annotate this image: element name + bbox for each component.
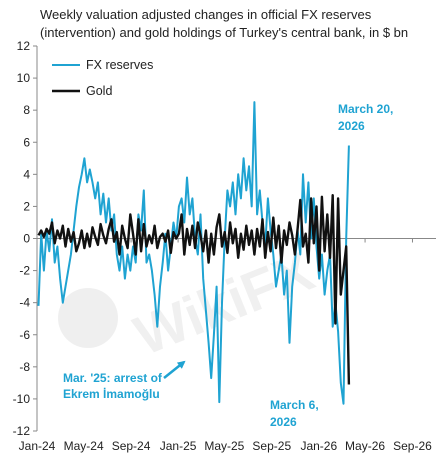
y-tick-label: 8: [23, 103, 30, 117]
x-tick-label: May-26: [345, 439, 385, 453]
y-tick-label: -2: [19, 264, 30, 278]
x-tick-label: May-25: [204, 439, 244, 453]
watermark-logo-icon: [58, 288, 118, 348]
series-layer: [37, 101, 351, 405]
annotation-imamoglu-line-1: Mar. '25: arrest of: [63, 371, 163, 385]
annotation-march-6-line-1: March 6,: [270, 398, 319, 412]
annotation-arrow: [163, 360, 186, 379]
annotation-imamoglu-line-2: Ekrem İmamoğlu: [63, 386, 160, 401]
annotation-march-20-line-1: March 20,: [338, 102, 393, 116]
legend: FX reserves Gold: [52, 58, 153, 98]
x-tick-label: May-24: [64, 439, 104, 453]
chart-title-line-1: Weekly valuation adjusted changes in off…: [40, 7, 372, 22]
legend-label-fx-reserves: FX reserves: [86, 58, 153, 72]
y-tick-label: 12: [17, 39, 31, 53]
annotation-march-6-line-2: 2026: [270, 415, 297, 429]
y-tick-label: 4: [23, 167, 30, 181]
y-tick-label: 2: [23, 199, 30, 213]
annotation-march-20-2026: March 20, 2026: [338, 102, 393, 133]
y-tick-label: -8: [19, 360, 30, 374]
y-tick-label: -10: [13, 392, 31, 406]
x-tick-label: Sep-26: [393, 439, 432, 453]
x-tick-label: Sep-25: [252, 439, 291, 453]
y-axis-ticks: -12 -10 -8 -6 -4 -2 0 2 4 6 8 10 12: [13, 39, 37, 438]
y-tick-label: -6: [19, 328, 30, 342]
y-tick-label: 0: [23, 232, 30, 246]
x-tick-label: Jan-26: [300, 439, 337, 453]
y-tick-label: 10: [17, 71, 31, 85]
annotation-imamoglu-arrest: Mar. '25: arrest of Ekrem İmamoğlu: [63, 360, 186, 401]
x-tick-label: Sep-24: [112, 439, 151, 453]
series-line-gold: [37, 194, 351, 385]
legend-label-gold: Gold: [86, 84, 112, 98]
x-tick-label: Jan-25: [160, 439, 197, 453]
x-tick-label: Jan-24: [19, 439, 56, 453]
chart-title-line-2: (intervention) and gold holdings of Turk…: [40, 25, 408, 40]
y-tick-label: -4: [19, 296, 30, 310]
y-tick-label: -12: [13, 424, 31, 438]
annotation-march-6-2026: March 6, 2026: [270, 398, 319, 429]
annotation-march-20-line-2: 2026: [338, 119, 365, 133]
y-tick-label: 6: [23, 135, 30, 149]
